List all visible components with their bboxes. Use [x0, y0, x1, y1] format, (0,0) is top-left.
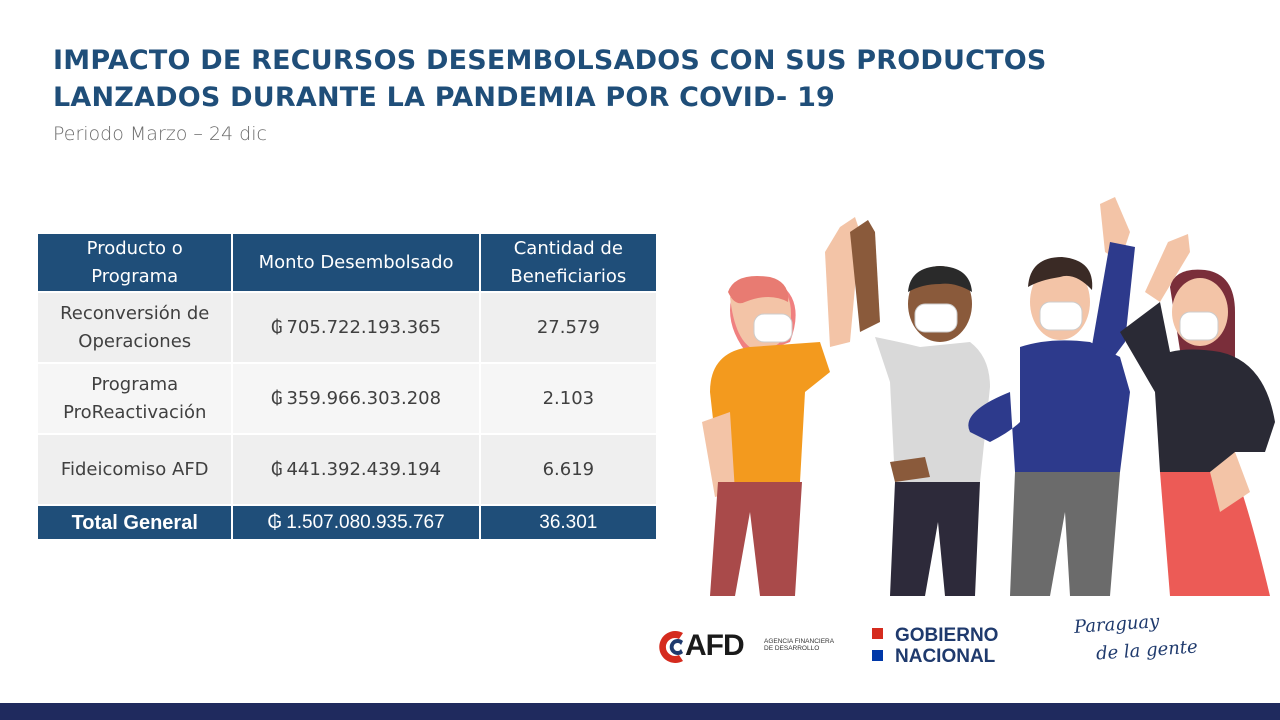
header-producto: Producto o Programa [38, 234, 232, 291]
title-line-2: LANZADOS DURANTE LA PANDEMIA POR COVID- … [53, 82, 836, 113]
gobierno-line-1: GOBIERNO [895, 625, 999, 646]
total-label: Total General [38, 506, 232, 539]
afd-logo: AFD AGENCIA FINANCIERA DE DESARROLLO [659, 627, 834, 667]
monto-value: 441.392.439.194 [286, 458, 442, 480]
cell-producto: Reconversión de Operaciones [38, 293, 232, 362]
cell-monto: ₲ 359.966.303.208 [233, 364, 479, 433]
afd-mark-icon [659, 631, 683, 663]
slide-subtitle: Periodo Marzo – 24 dic [53, 123, 267, 145]
afd-name: AFD [685, 629, 745, 662]
afd-subtitle: AGENCIA FINANCIERA DE DESARROLLO [764, 638, 834, 652]
table-header-row: Producto o Programa Monto Desembolsado C… [38, 234, 656, 291]
cell-cantidad: 27.579 [480, 293, 656, 362]
person-black-shirt [1120, 234, 1275, 596]
monto-value: 705.722.193.365 [286, 316, 442, 338]
cell-producto: Programa ProReactivación [38, 364, 232, 433]
gobierno-line-2: NACIONAL [895, 646, 996, 667]
slide-title: IMPACTO DE RECURSOS DESEMBOLSADOS CON SU… [53, 42, 1173, 116]
table-row: Reconversión de Operaciones ₲ 705.722.193… [38, 293, 656, 362]
footer-bar [0, 703, 1280, 720]
paraguay-line-2: de la gente [1095, 636, 1199, 665]
gobierno-nacional-logo: GOBIERNO NACIONAL [869, 625, 1029, 667]
paraguay-line-1: Paraguay [1073, 611, 1160, 638]
header-cantidad: Cantidad de Beneficiarios [480, 234, 656, 291]
table-total-row: Total General ₲ 1.507.080.935.767 36.301 [38, 506, 656, 539]
table-row: Programa ProReactivación ₲ 359.966.303.20… [38, 364, 656, 433]
total-monto-value: 1.507.080.935.767 [286, 511, 445, 533]
person-orange-shirt [702, 217, 860, 596]
cell-cantidad: 2.103 [480, 364, 656, 433]
currency-symbol: ₲ [271, 387, 283, 409]
monto-value: 359.966.303.208 [286, 387, 442, 409]
cell-monto: ₲ 441.392.439.194 [233, 435, 479, 504]
flag-red-square [872, 628, 883, 639]
disbursement-table: Producto o Programa Monto Desembolsado C… [36, 232, 658, 541]
cell-monto: ₲ 705.722.193.365 [233, 293, 479, 362]
flag-blue-square [872, 650, 883, 661]
title-line-1: IMPACTO DE RECURSOS DESEMBOLSADOS CON SU… [53, 45, 1047, 76]
cell-producto: Fideicomiso AFD [38, 435, 232, 504]
people-high-five-illustration [702, 197, 1275, 596]
total-monto: ₲ 1.507.080.935.767 [233, 506, 479, 539]
header-monto: Monto Desembolsado [233, 234, 479, 291]
cell-cantidad: 6.619 [480, 435, 656, 504]
currency-symbol: ₲ [271, 458, 283, 480]
currency-symbol: ₲ [271, 316, 283, 338]
paraguay-de-la-gente-logo: Paraguay de la gente [1072, 611, 1202, 672]
currency-symbol: ₲ [267, 511, 283, 533]
person-grey-shirt [850, 220, 990, 596]
table-row: Fideicomiso AFD ₲ 441.392.439.194 6.619 [38, 435, 656, 504]
total-cantidad: 36.301 [480, 506, 656, 539]
person-blue-sweater [968, 197, 1135, 596]
